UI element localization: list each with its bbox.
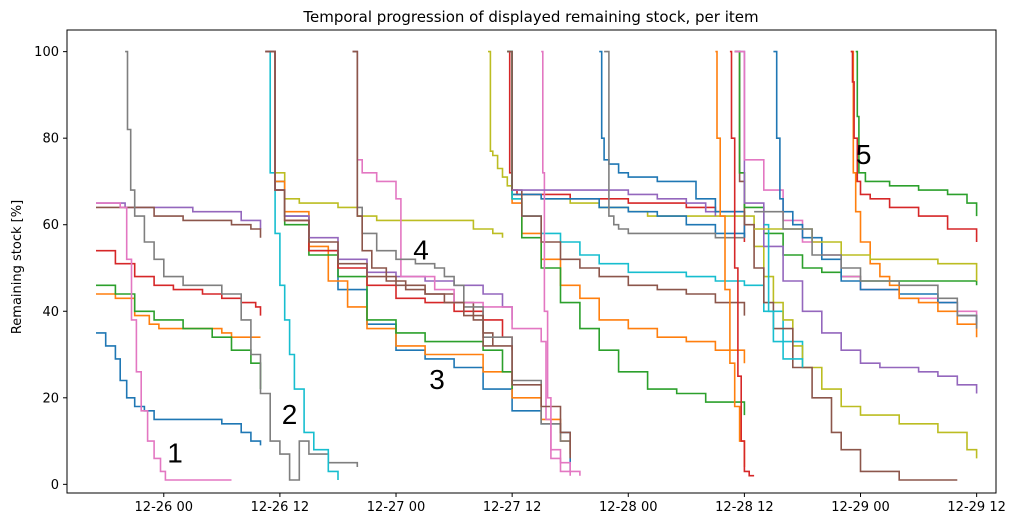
x-tick-label-3: 12-27 00: [367, 500, 425, 515]
x-tick-label-4: 12-27 12: [483, 500, 541, 515]
y-tick-label-1: 0: [51, 478, 59, 493]
series-line-31: [715, 50, 746, 467]
y-tick-label-5: 80: [42, 132, 59, 147]
series-line-4: [96, 249, 262, 316]
annotation-label-2: 2: [282, 399, 298, 430]
annotations-group: 1 2 3 4 5: [167, 139, 871, 469]
y-tick-label-2: 20: [42, 391, 59, 406]
series-line-5: [96, 202, 262, 229]
series-line-2: [96, 293, 261, 338]
series-line-6: [96, 206, 262, 238]
series-line-42: [855, 50, 978, 217]
x-tick-label-6: 12-28 12: [715, 500, 773, 515]
series-group: [96, 50, 978, 481]
series-line-38: [763, 223, 804, 368]
chart-title: Temporal progression of displayed remain…: [302, 8, 758, 26]
x-tick-label-7: 12-29 00: [831, 500, 889, 515]
y-tick-label-6: 100: [34, 45, 59, 60]
series-line-19: [352, 50, 571, 459]
y-axis-label: Remaining stock [%]: [10, 200, 25, 334]
series-line-36: [734, 50, 978, 394]
series-line-30: [604, 50, 745, 239]
x-tick-label-1: 12-26 00: [135, 500, 193, 515]
series-line-16: [265, 50, 494, 346]
y-tick-label-3: 40: [42, 305, 59, 320]
series-line-33: [734, 50, 978, 459]
x-axis: 12-26 00 12-26 12 12-27 00 12-27 12 12-28 00…: [135, 493, 1006, 515]
y-axis: 0 20 40 60 80 100: [34, 45, 67, 493]
series-line-27: [541, 50, 581, 476]
y-tick-label-4: 60: [42, 218, 59, 233]
series-line-10: [265, 50, 339, 480]
series-line-8: [125, 50, 359, 481]
series-line-28: [512, 189, 717, 217]
series-line-29: [599, 50, 746, 238]
series-line-7: [96, 202, 232, 481]
series-line-1: [96, 332, 262, 446]
series-line-24: [507, 50, 746, 416]
annotation-label-3: 3: [429, 364, 445, 395]
x-tick-label-2: 12-26 12: [251, 500, 309, 515]
series-line-32: [729, 50, 755, 477]
x-tick-label-8: 12-29 12: [947, 500, 1005, 515]
plot-frame: [66, 29, 997, 494]
annotation-label-4: 4: [413, 234, 429, 265]
series-line-34: [734, 50, 958, 481]
series-line-44: [754, 210, 978, 329]
x-tick-label-5: 12-28 00: [599, 500, 657, 515]
series-line-40: [850, 50, 978, 338]
annotation-label-5: 5: [856, 139, 872, 170]
series-line-26: [507, 50, 746, 316]
annotation-label-1: 1: [167, 438, 183, 469]
series-line-41: [850, 50, 978, 242]
series-line-22: [507, 50, 746, 238]
